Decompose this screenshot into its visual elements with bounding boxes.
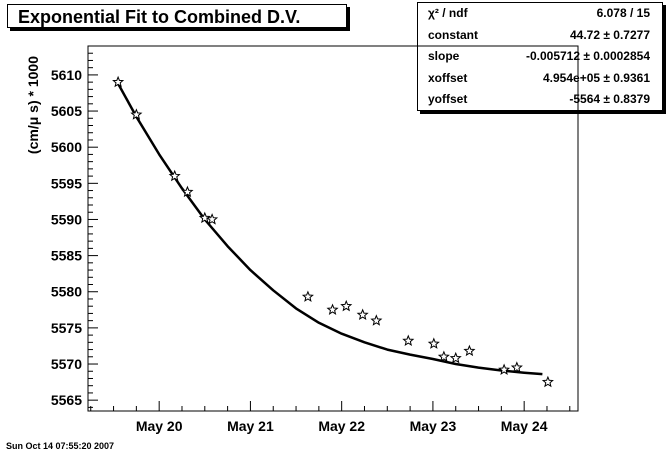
fit-stats-box: χ² / ndf 6.078 / 15 constant 44.72 ± 0.7… <box>417 2 663 111</box>
data-point-star <box>340 299 353 312</box>
data-point-star <box>427 337 440 349</box>
data-point-star <box>112 75 125 88</box>
timestamp-footer: Sun Oct 14 07:55:20 2007 <box>6 441 115 451</box>
y-tick-label: 5580 <box>51 284 82 300</box>
y-tick-label: 5585 <box>51 248 82 264</box>
y-axis-label: (cm/μ s) * 1000 <box>25 56 41 154</box>
y-tick-label: 5610 <box>51 67 82 83</box>
data-point-star <box>510 361 523 373</box>
data-point-star <box>326 303 339 315</box>
chart-title: Exponential Fit to Combined D.V. <box>7 4 347 28</box>
data-point-star <box>301 290 314 302</box>
x-tick-label: May 24 <box>501 418 548 434</box>
plot-frame <box>87 45 579 412</box>
y-tick-label: 5605 <box>51 103 82 119</box>
y-tick-label: 5570 <box>51 356 82 372</box>
data-point-star <box>541 375 554 388</box>
data-point-star <box>370 314 383 326</box>
data-point-star <box>168 169 181 182</box>
stat-row-yoffset: yoffset -5564 ± 0.8379 <box>418 89 662 110</box>
data-point-star <box>130 108 143 120</box>
stat-value: 4.954e+05 ± 0.9361 <box>542 71 650 85</box>
stat-value: 6.078 / 15 <box>596 6 650 20</box>
stat-value: 44.72 ± 0.7277 <box>570 28 650 42</box>
y-tick-label: 5575 <box>51 320 82 336</box>
stat-row-xoffset: xoffset 4.954e+05 ± 0.9361 <box>418 68 662 89</box>
data-point-star <box>437 350 450 362</box>
stat-name: xoffset <box>428 71 468 85</box>
x-tick-label: May 22 <box>318 418 365 434</box>
fit-curve-line <box>117 82 543 376</box>
y-tick-label: 5600 <box>51 139 82 155</box>
y-tick-label: 5565 <box>51 392 82 408</box>
data-point-star <box>198 211 211 224</box>
y-tick-label: 5595 <box>51 175 82 191</box>
x-tick-label: May 23 <box>410 418 457 434</box>
stat-name: yoffset <box>428 92 468 106</box>
stat-name: χ² / ndf <box>428 6 468 20</box>
stat-name: constant <box>428 28 479 42</box>
data-point-star <box>463 344 476 357</box>
data-point-star <box>449 351 462 364</box>
stat-row-chi2: χ² / ndf 6.078 / 15 <box>418 3 662 24</box>
data-point-star <box>498 363 511 375</box>
data-point-star <box>181 185 194 198</box>
data-point-star <box>206 213 219 225</box>
x-tick-label: May 21 <box>227 418 274 434</box>
y-tick-label: 5590 <box>51 211 82 227</box>
data-point-star <box>402 334 415 347</box>
data-point-star <box>356 308 369 321</box>
stat-row-slope: slope -0.005712 ± 0.0002854 <box>418 46 662 67</box>
stat-value: -0.005712 ± 0.0002854 <box>525 49 650 63</box>
stat-name: slope <box>428 49 460 63</box>
stat-row-constant: constant 44.72 ± 0.7277 <box>418 25 662 46</box>
stat-value: -5564 ± 0.8379 <box>569 92 650 106</box>
x-tick-label: May 20 <box>136 418 183 434</box>
